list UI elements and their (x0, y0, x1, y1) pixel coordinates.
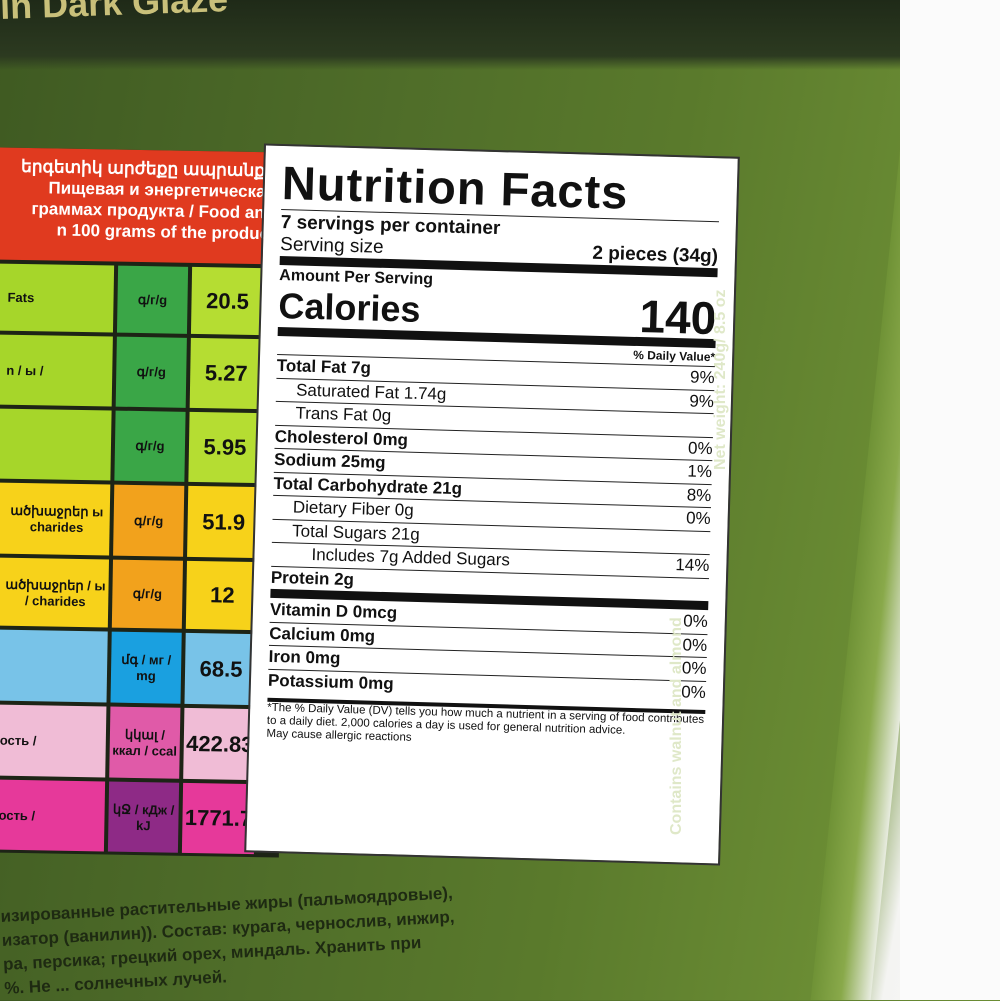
row-unit: գ/г/g (116, 265, 189, 334)
nutrient-dv: 8% (686, 485, 712, 505)
vitamin-dv: 0% (682, 635, 708, 655)
nutrient-label: Saturated Fat 1.74g (295, 380, 447, 404)
vitamin-label: Iron 0mg (268, 647, 341, 669)
ingredients: изированные растительные жиры (пальмоядр… (0, 881, 458, 1001)
row-unit: գ/г/g (113, 484, 185, 557)
row-unit: գ/г/g (115, 336, 187, 408)
row-value: 5.95 (188, 411, 262, 484)
vitamin-label: Vitamin D 0mcg (269, 599, 398, 623)
row-label (0, 629, 108, 703)
serving-label: Serving size (279, 233, 384, 258)
nutrient-label: Trans Fat 0g (295, 403, 392, 426)
calories-value: 140 (638, 290, 718, 345)
nutrient-label: Total Fat 7g (276, 356, 372, 378)
nutrient-dv: 9% (689, 391, 715, 411)
row-label: ость / (0, 704, 107, 778)
nutrient-label: Protein 2g (270, 567, 355, 589)
vitamin-dv: 0% (682, 611, 709, 631)
footnote: *The % Daily Value (DV) tells you how mu… (266, 697, 706, 754)
local-table-row: ость / կՋ / кДж / kJ 1771.7 (0, 779, 275, 855)
row-value: 68.5 (184, 632, 258, 706)
header-line: n 100 grams of the product (56, 220, 275, 244)
nutrient-dv: 14% (675, 555, 710, 576)
row-label: ость / (0, 779, 106, 852)
row-label: Fats (0, 263, 115, 333)
nutrient-label: Cholesterol 0mg (274, 426, 409, 450)
vitamin-label: Calcium 0mg (269, 623, 376, 646)
package-top-band: in Dark Glaze (0, 0, 1000, 70)
row-label: n / ы / (0, 334, 113, 407)
row-unit: գ/г/g (111, 559, 183, 629)
local-table-header: երգետիկ արժեքը ապրանքի Пищевая и энергет… (0, 147, 287, 265)
serving-value: 2 pieces (34g) (592, 242, 719, 268)
background (900, 0, 1000, 1000)
net-weight: Net weight: 240g/ 8.5 oz (712, 289, 729, 470)
row-unit: մգ / мг / mg (110, 631, 182, 704)
local-table-row: մգ / мг / mg 68.5 (0, 629, 278, 706)
row-value: 12 (185, 560, 259, 631)
nutrition-facts-label: Nutrition Facts 7 servings per container… (244, 143, 740, 866)
row-value: 422.83 (183, 707, 257, 781)
local-nutrition-table: երգետիկ արժեքը ապրանքի Пищевая и энергет… (0, 147, 292, 858)
nutrient-label: Sodium 25mg (273, 450, 386, 473)
allergen-note: Contains walnut and almond (668, 617, 685, 835)
product-title: in Dark Glaze (0, 0, 229, 27)
local-table-row: գ/г/g 5.95 (0, 408, 282, 484)
row-label (0, 408, 112, 481)
row-label: ածխաջրեր / ы / charides (0, 557, 110, 628)
row-unit: կՋ / кДж / kJ (107, 781, 180, 853)
local-table-row: ածխաջրեր / ы / charides գ/г/g 12 (0, 557, 279, 631)
row-value: 51.9 (187, 485, 261, 559)
row-value: 20.5 (190, 266, 265, 336)
nutrient-dv: 0% (687, 438, 713, 458)
nutrient-dv: 0% (685, 508, 711, 529)
row-unit: կկալ / ккал / ccal (109, 706, 181, 779)
row-label: ածխաջրեր ы charides (0, 482, 111, 556)
local-table-row: Fats գ/г/g 20.5 (0, 263, 284, 336)
nutrient-label: Dietary Fiber 0g (292, 497, 415, 521)
row-value: 5.27 (189, 337, 263, 410)
local-table-row: n / ы / գ/г/g 5.27 (0, 334, 283, 410)
row-unit: գ/г/g (114, 410, 186, 482)
nutrient-dv: 1% (687, 461, 713, 482)
nutrient-label: Total Sugars 21g (291, 521, 421, 544)
local-table-row: ость / կկալ / ккал / ccal 422.83 (0, 704, 276, 781)
row-value: 1771.7 (181, 782, 256, 855)
local-table-row: ածխաջրեր ы charides գ/г/g 51.9 (0, 482, 280, 559)
calories-label: Calories (277, 284, 422, 330)
vitamin-label: Potassium 0mg (267, 670, 394, 694)
